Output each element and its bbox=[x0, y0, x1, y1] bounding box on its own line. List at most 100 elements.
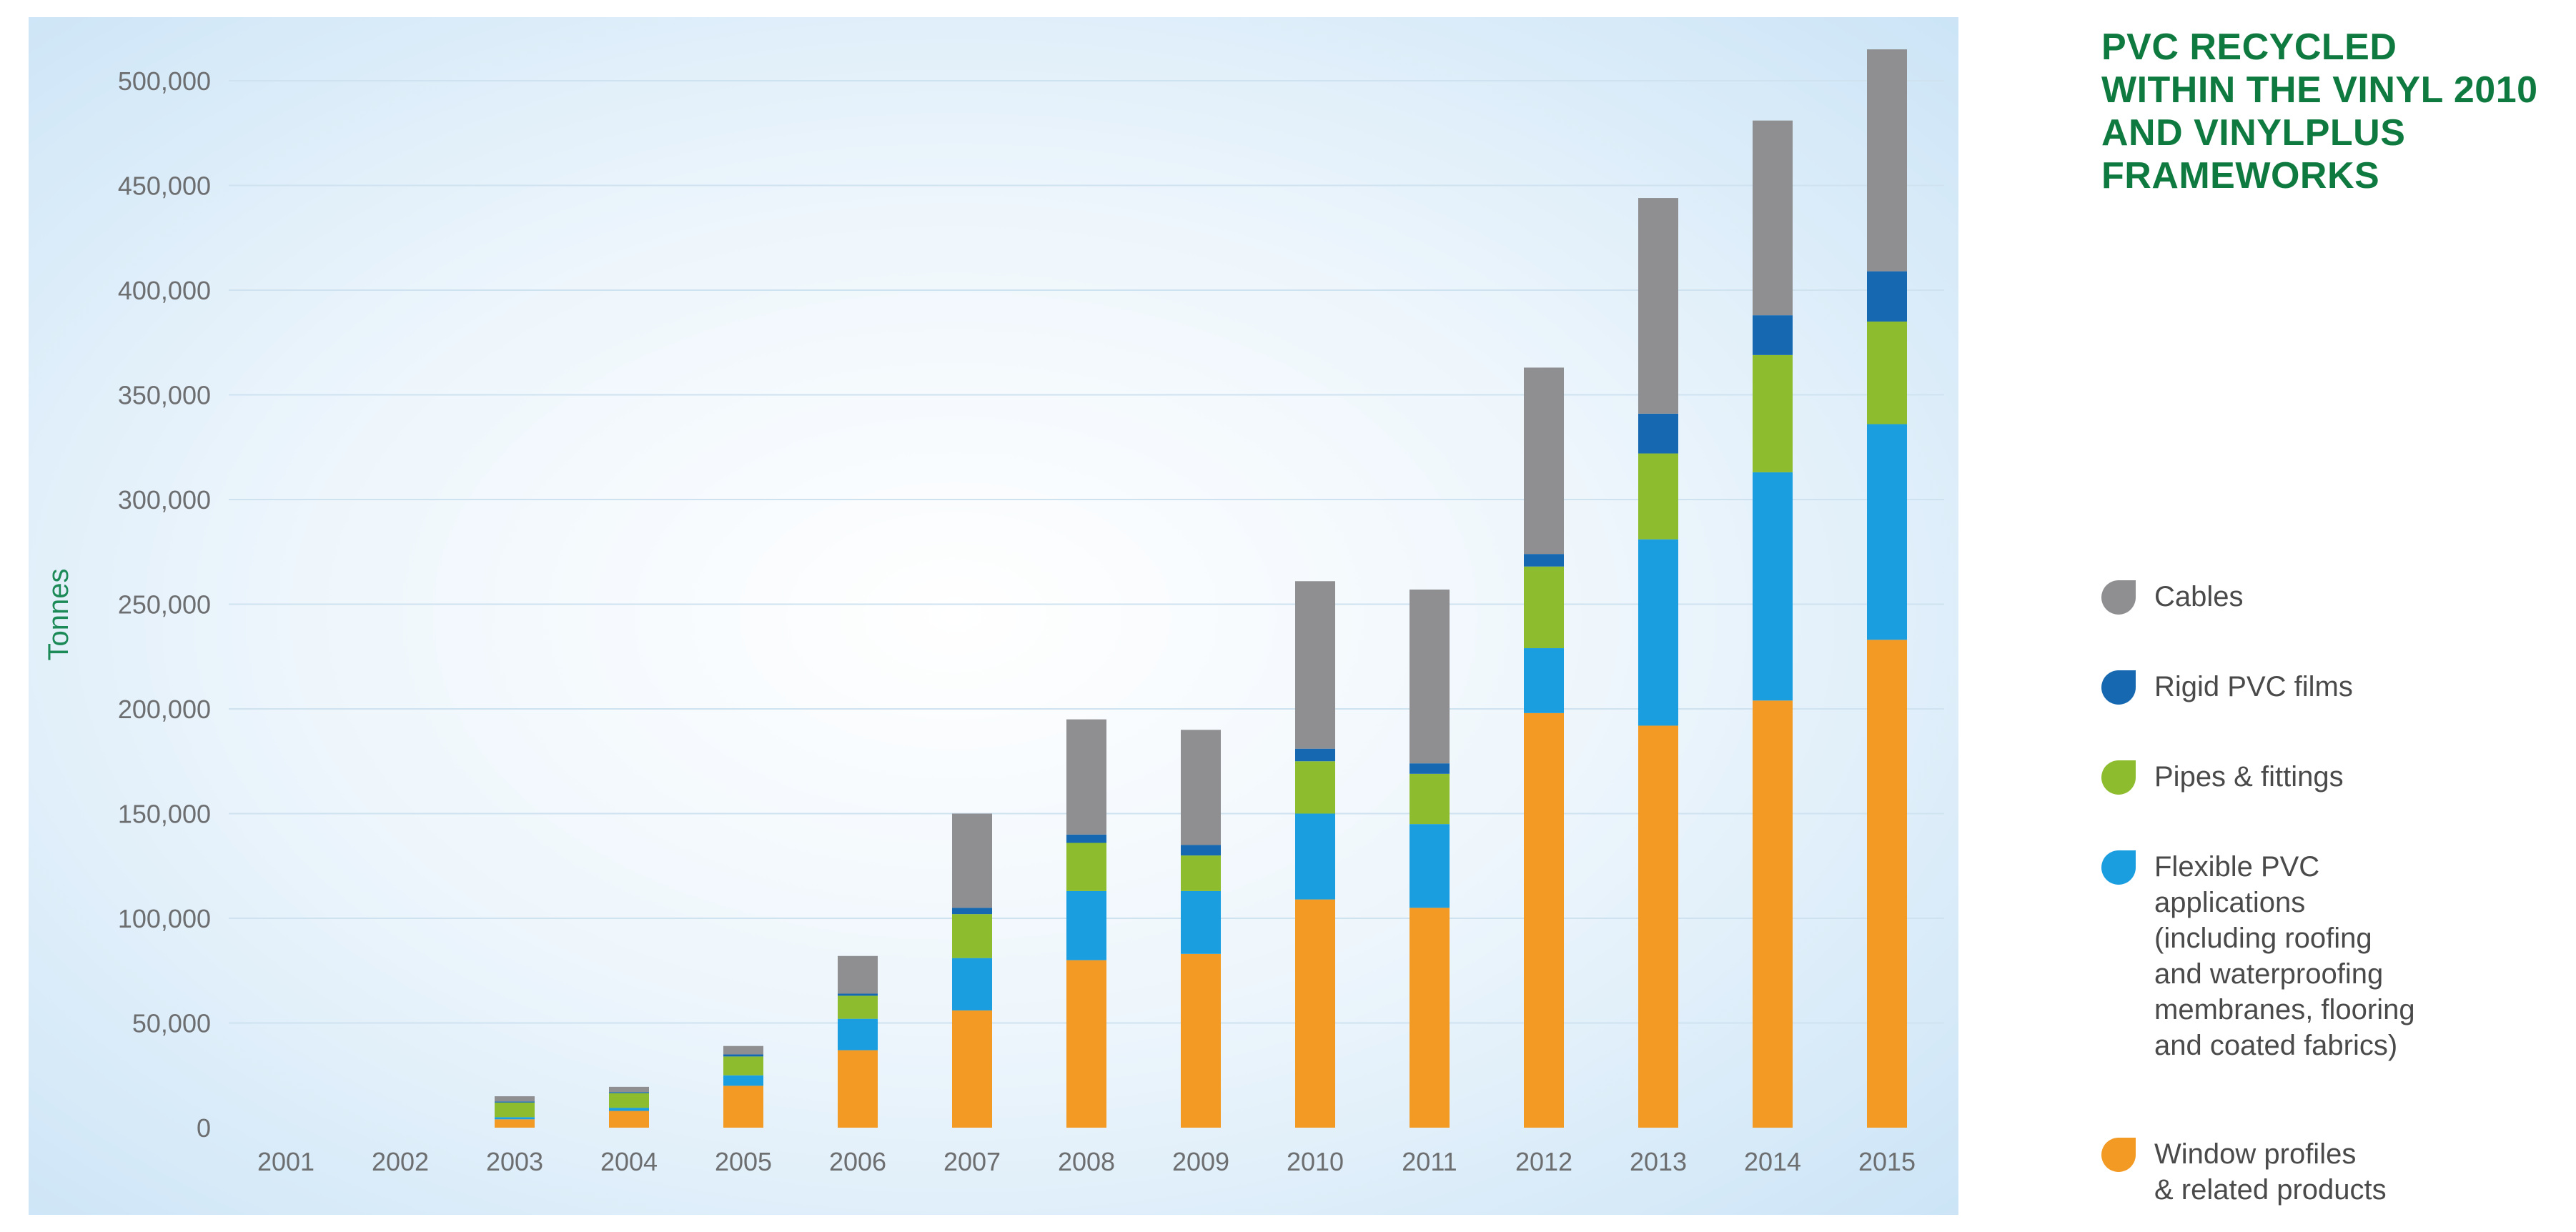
bar-segment-rigid bbox=[952, 908, 992, 915]
bar-segment-rigid bbox=[1524, 554, 1564, 567]
bar-segment-pipes bbox=[1295, 761, 1335, 814]
legend-item-cables: Cables bbox=[2101, 579, 2244, 615]
bar-segment-pipes bbox=[1410, 773, 1450, 825]
legend-label: Cables bbox=[2154, 579, 2244, 615]
stacked-bar-chart: 0 50,000 100,000 150,000 200,000 250,000 300,0… bbox=[29, 17, 1958, 1215]
x-tick-label: 2006 bbox=[829, 1147, 886, 1176]
legend-label-line: Pipes & fittings bbox=[2154, 761, 2344, 793]
bar-segment-pipes bbox=[1524, 566, 1564, 649]
bar-segment-rigid bbox=[1295, 748, 1335, 762]
bar-segment-cables bbox=[495, 1096, 535, 1102]
x-tick-label: 2001 bbox=[257, 1147, 314, 1176]
bar-segment-flexible bbox=[1753, 472, 1793, 701]
legend-label-line: applications bbox=[2154, 887, 2306, 918]
bar-segment-cables bbox=[1867, 49, 1907, 272]
bar-segment-cables bbox=[1638, 198, 1678, 414]
legend-label: Window profiles & related products bbox=[2154, 1136, 2387, 1208]
bar-segment-pipes bbox=[495, 1102, 535, 1118]
bar-segment-cables bbox=[952, 813, 992, 908]
y-tick-label: 200,000 bbox=[118, 695, 211, 724]
x-tick-label: 2008 bbox=[1058, 1147, 1115, 1176]
bar-segment-window bbox=[1753, 700, 1793, 1128]
bar-segment-pipes bbox=[609, 1093, 649, 1108]
bar-segment-pipes bbox=[723, 1056, 763, 1075]
bar-segment-pipes bbox=[1867, 321, 1907, 424]
bar-segment-cables bbox=[1181, 730, 1221, 845]
x-tick-label: 2003 bbox=[486, 1147, 543, 1176]
bar-segment-flexible bbox=[723, 1075, 763, 1086]
chart-area: 0 50,000 100,000 150,000 200,000 250,000 300,0… bbox=[29, 17, 1958, 1215]
bar-segment-rigid bbox=[1066, 834, 1106, 843]
bar-segment-cables bbox=[723, 1045, 763, 1055]
legend-label: Rigid PVC films bbox=[2154, 669, 2353, 705]
bar-segment-window bbox=[1295, 899, 1335, 1128]
bar-segment-flexible bbox=[609, 1108, 649, 1111]
y-tick-label: 100,000 bbox=[118, 904, 211, 933]
bar-segment-flexible bbox=[495, 1117, 535, 1120]
bar-segment-flexible bbox=[1638, 539, 1678, 726]
y-tick-label: 0 bbox=[197, 1113, 211, 1143]
bar-segment-pipes bbox=[1638, 453, 1678, 540]
chart-title: PVC RECYCLED WITHIN THE VINYL 2010 AND V… bbox=[2101, 26, 2559, 197]
bar-segment-window bbox=[1638, 725, 1678, 1128]
y-tick-label: 500,000 bbox=[118, 66, 211, 96]
title-line: PVC RECYCLED bbox=[2101, 26, 2397, 68]
legend-item-window-profiles: Window profiles & related products bbox=[2101, 1136, 2387, 1208]
x-tick-label: 2010 bbox=[1287, 1147, 1344, 1176]
bar-segment-rigid bbox=[1638, 413, 1678, 454]
bar-segment-rigid bbox=[609, 1092, 649, 1093]
bar-segment-cables bbox=[1066, 719, 1106, 835]
bar-segment-rigid bbox=[495, 1101, 535, 1103]
legend-label-line: Rigid PVC films bbox=[2154, 671, 2353, 702]
bar-segment-pipes bbox=[1181, 855, 1221, 891]
legend-label-line: (including roofing bbox=[2154, 923, 2372, 954]
x-tick-label: 2015 bbox=[1858, 1147, 1916, 1176]
bar-segment-window bbox=[1867, 640, 1907, 1128]
y-axis-ticks: 0 50,000 100,000 150,000 200,000 250,000 300,0… bbox=[118, 66, 211, 1143]
bar-segment-flexible bbox=[1066, 890, 1106, 960]
legend-label-line: Window profiles bbox=[2154, 1138, 2357, 1170]
legend-label-line: membranes, flooring bbox=[2154, 994, 2415, 1025]
bar-segment-cables bbox=[1753, 120, 1793, 316]
bars bbox=[495, 49, 1907, 1128]
bar-segment-pipes bbox=[1753, 354, 1793, 472]
legend-item-pipes-fittings: Pipes & fittings bbox=[2101, 759, 2344, 795]
x-tick-label: 2009 bbox=[1172, 1147, 1229, 1176]
y-tick-label: 250,000 bbox=[118, 590, 211, 620]
legend-label-line: Cables bbox=[2154, 581, 2244, 612]
bar-segment-window bbox=[1524, 712, 1564, 1128]
y-tick-label: 400,000 bbox=[118, 276, 211, 305]
bar-segment-window bbox=[838, 1050, 878, 1128]
legend-label-line: & related products bbox=[2154, 1174, 2387, 1206]
y-tick-label: 50,000 bbox=[132, 1009, 211, 1038]
x-axis-ticks: 2001 2002 2003 2004 2005 2006 2007 2008 2009 2010… bbox=[257, 1147, 1916, 1176]
bar-segment-cables bbox=[609, 1086, 649, 1093]
bar-segment-flexible bbox=[1410, 824, 1450, 908]
bar-segment-flexible bbox=[838, 1018, 878, 1050]
bar-segment-rigid bbox=[723, 1054, 763, 1057]
bar-segment-flexible bbox=[952, 958, 992, 1010]
title-line: FRAMEWORKS bbox=[2101, 155, 2380, 197]
bar-segment-flexible bbox=[1295, 813, 1335, 900]
y-tick-label: 450,000 bbox=[118, 172, 211, 201]
y-tick-label: 350,000 bbox=[118, 381, 211, 410]
y-tick-label: 300,000 bbox=[118, 485, 211, 515]
bar-segment-cables bbox=[1524, 367, 1564, 555]
y-axis-label: Tonnes bbox=[43, 569, 74, 661]
x-tick-label: 2011 bbox=[1402, 1147, 1457, 1176]
x-tick-label: 2007 bbox=[943, 1147, 1001, 1176]
plot-background bbox=[29, 17, 1958, 1215]
bar-segment-window bbox=[609, 1111, 649, 1128]
legend-label-line: and coated fabrics) bbox=[2154, 1030, 2398, 1061]
bar-segment-window bbox=[495, 1119, 535, 1128]
legend-item-flexible-pvc: Flexible PVC applications (including roo… bbox=[2101, 849, 2415, 1063]
bar-segment-window bbox=[952, 1010, 992, 1128]
rigid-pvc-films-swatch bbox=[2101, 670, 2136, 705]
y-tick-label: 150,000 bbox=[118, 800, 211, 829]
bar-segment-rigid bbox=[1867, 271, 1907, 322]
flexible-pvc-swatch bbox=[2101, 850, 2136, 885]
legend-label: Flexible PVC applications (including roo… bbox=[2154, 849, 2415, 1063]
bar-segment-flexible bbox=[1181, 890, 1221, 954]
bar-segment-window bbox=[723, 1086, 763, 1128]
bar-segment-window bbox=[1066, 960, 1106, 1128]
